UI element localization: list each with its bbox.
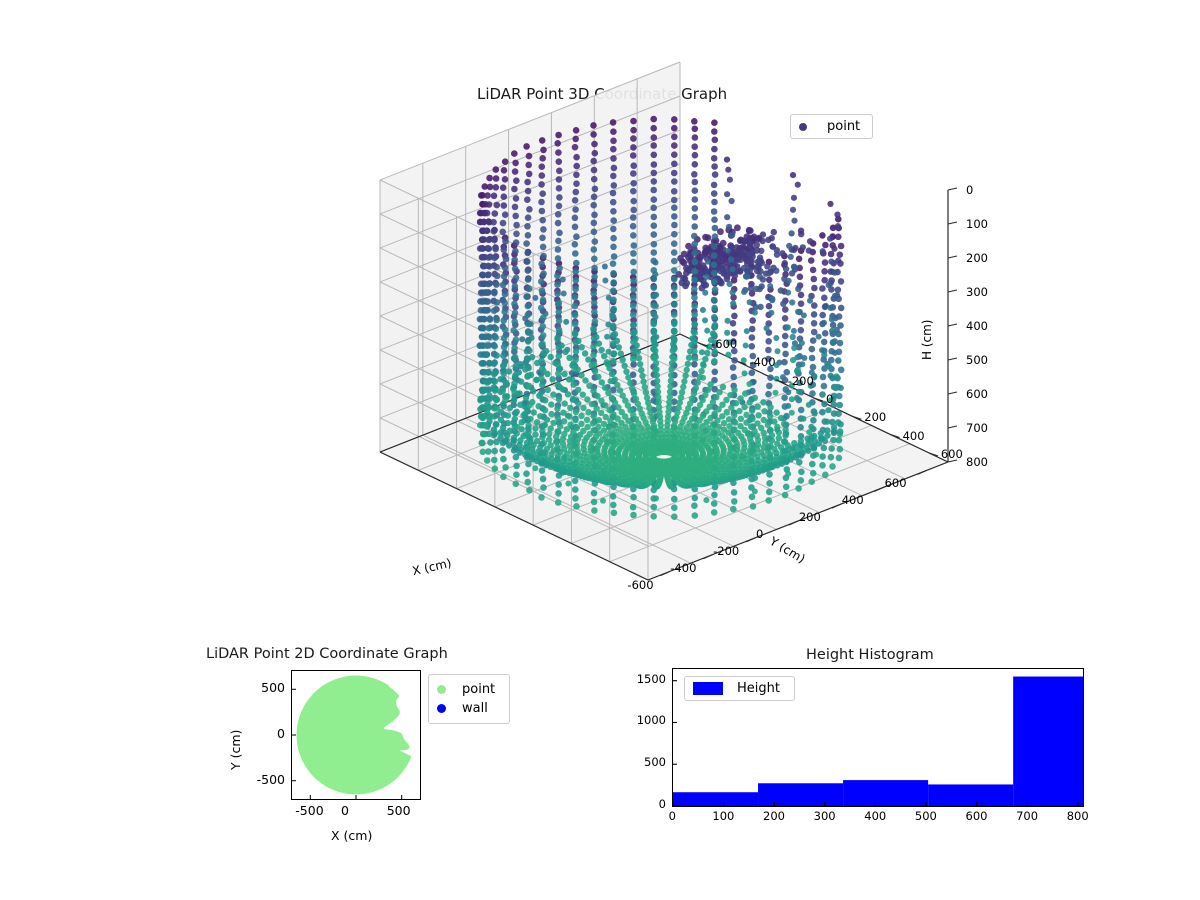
tick-label: 200 (763, 809, 785, 823)
tick-label: 500 (644, 755, 666, 770)
tick-label: 0 (658, 797, 666, 811)
legend-point-marker-icon (799, 122, 807, 131)
plot2d-canvas (292, 675, 412, 799)
tick-label: -400 (749, 355, 776, 370)
tick-label: 600 (940, 446, 963, 461)
legend-height-label: Height (737, 681, 780, 696)
histogram-bar (673, 792, 759, 806)
histogram-title: Height Histogram (806, 647, 934, 663)
tick-label: 400 (966, 319, 988, 333)
tick-label: 1000 (636, 713, 666, 728)
tick-label: 400 (902, 428, 925, 443)
legend-point-label: point (827, 119, 861, 134)
histogram-bar (928, 784, 1014, 806)
tick-label: 300 (813, 809, 836, 823)
tick-label: 0 (966, 183, 974, 197)
legend-point-marker-icon (437, 685, 446, 694)
histogram-bar (843, 780, 929, 806)
histogram-legend: Height (684, 676, 795, 701)
tick-label: 0 (826, 392, 834, 406)
tick-label: 100 (966, 217, 988, 231)
plot2d-legend: point wall (428, 674, 511, 724)
tick-label: 200 (966, 251, 988, 265)
tick-label: 300 (966, 285, 988, 299)
axis-label-x-2d: X (cm) (331, 828, 373, 843)
tick-label: -600 (711, 337, 738, 352)
tick-label: 600 (884, 476, 907, 491)
plot3d-legend: point (790, 114, 874, 139)
tick-label: 800 (1066, 809, 1089, 823)
legend2d-wall-label: wall (462, 701, 488, 716)
tick-label: 800 (966, 455, 988, 469)
legend-height-swatch-icon (693, 682, 723, 695)
histogram-canvas (673, 676, 1083, 806)
tick-label: 0 (668, 809, 676, 823)
lidar-2d-scatter-plot[interactable] (291, 670, 421, 800)
tick-label: 500 (914, 809, 937, 823)
histogram-bar (1013, 676, 1083, 806)
tick-label: -200 (713, 543, 740, 558)
legend2d-point-label: point (462, 682, 496, 697)
tick-label: -200 (787, 373, 814, 388)
tick-label: 600 (965, 809, 988, 823)
tick-label: 500 (386, 803, 411, 818)
tick-label: 700 (966, 421, 988, 435)
plot2d-title: LiDAR Point 2D Coordinate Graph (206, 646, 448, 662)
tick-label: -500 (256, 771, 285, 787)
tick-label: 200 (864, 410, 887, 425)
legend-wall-marker-icon (437, 704, 446, 713)
tick-label: 400 (841, 493, 864, 508)
tick-label: -500 (295, 803, 324, 818)
tick-label: 200 (798, 510, 821, 525)
axis-label-z-3d: H (cm) (920, 319, 934, 361)
axis-label-y-2d: Y (cm) (228, 729, 243, 770)
tick-label: 0 (756, 527, 764, 541)
histogram-bar (758, 783, 844, 806)
plot3d-canvas (379, 61, 958, 581)
tick-label: -600 (627, 577, 654, 592)
tick-label: 500 (261, 680, 285, 696)
tick-label: 100 (712, 809, 735, 823)
tick-label: 0 (341, 803, 349, 818)
tick-label: 400 (864, 809, 887, 823)
legend2d-row-wall: wall (437, 699, 495, 718)
legend2d-row-point: point (437, 680, 495, 699)
tick-label: 500 (966, 353, 988, 367)
tick-label: 1500 (636, 671, 666, 686)
tick-label: 600 (966, 387, 988, 401)
height-histogram-plot[interactable] (672, 668, 1084, 807)
tick-label: 700 (1016, 809, 1039, 823)
lidar-3d-scatter-plot[interactable] (300, 61, 958, 620)
tick-label: 0 (277, 726, 285, 741)
tick-label: -400 (670, 560, 697, 575)
